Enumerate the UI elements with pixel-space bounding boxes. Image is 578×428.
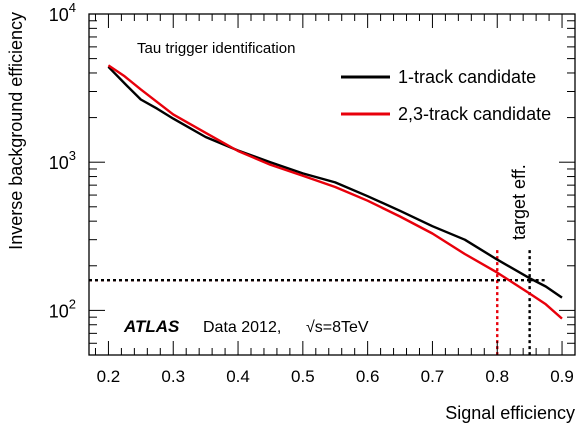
x-tick-label: 0.4	[226, 367, 250, 386]
legend-label-1track: 1-track candidate	[398, 67, 536, 87]
x-tick-label: 0.9	[550, 367, 574, 386]
x-tick-label: 0.7	[421, 367, 445, 386]
target-eff-label: target eff.	[509, 164, 529, 240]
x-tick-label: 0.8	[485, 367, 509, 386]
data-year-label: Data 2012,	[203, 319, 281, 336]
plot-frame	[88, 13, 576, 356]
x-tick-label: 0.5	[291, 367, 315, 386]
y-axis-label: Inverse background efficiency	[6, 12, 26, 250]
y-tick-label: 102	[49, 296, 76, 321]
energy-label: √s=8TeV	[306, 319, 369, 336]
series-line-0	[107, 65, 563, 299]
series-line-1	[107, 64, 563, 320]
legend: 1-track candidate 2,3-track candidate	[341, 67, 551, 124]
x-tick-label: 0.6	[356, 367, 380, 386]
legend-label-23track: 2,3-track candidate	[398, 104, 551, 124]
x-axis-label: Signal efficiency	[445, 403, 575, 423]
lines-layer	[89, 64, 563, 355]
y-tick-label: 104	[49, 0, 76, 25]
atlas-label: ATLAS	[123, 317, 180, 336]
annotation-title: Tau trigger identification	[137, 40, 295, 57]
y-tick-label: 103	[49, 148, 76, 173]
x-tick-label: 0.2	[97, 367, 121, 386]
x-tick-label: 0.3	[161, 367, 185, 386]
ticks-layer: 0.2 0.3 0.4 0.5 0.6 0.7 0.8 0.9 102 103 104	[49, 0, 576, 386]
